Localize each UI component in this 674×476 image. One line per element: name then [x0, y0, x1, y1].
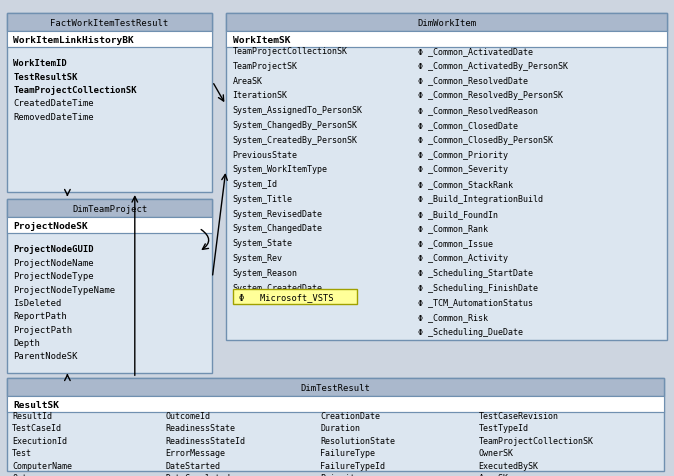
Text: System_Title: System_Title	[233, 195, 293, 203]
Text: Φ _Scheduling_FinishDate: Φ _Scheduling_FinishDate	[418, 283, 538, 292]
Text: ReadinessStateId: ReadinessStateId	[165, 436, 245, 445]
Text: Duration: Duration	[320, 424, 360, 432]
Text: ResultId: ResultId	[12, 411, 52, 420]
Text: Φ _Scheduling_DueDate: Φ _Scheduling_DueDate	[418, 327, 523, 336]
Text: TestCaseRevision: TestCaseRevision	[479, 411, 559, 420]
Bar	[7, 218, 212, 234]
Text: CreatedDateTime: CreatedDateTime	[13, 99, 94, 108]
Text: Test: Test	[12, 448, 32, 457]
Text: TestTypeId: TestTypeId	[479, 424, 528, 432]
Text: ProjectNodeName: ProjectNodeName	[13, 258, 94, 267]
Text: Φ   Microsoft_VSTS: Φ Microsoft_VSTS	[239, 292, 334, 301]
Text: WorkItemSK: WorkItemSK	[233, 36, 290, 45]
Text: OutcomeId: OutcomeId	[165, 411, 210, 420]
Text: AreaSK: AreaSK	[233, 77, 263, 85]
Bar	[7, 32, 212, 48]
Bar	[7, 14, 212, 193]
Text: Φ _Common_ClosedDate: Φ _Common_ClosedDate	[418, 121, 518, 129]
Text: System_Id: System_Id	[233, 180, 278, 188]
Text: System_CreatedDate: System_CreatedDate	[233, 283, 323, 292]
Text: ProjectNodeTypeName: ProjectNodeTypeName	[13, 285, 116, 294]
Text: DateCompleted: DateCompleted	[165, 473, 230, 476]
Text: IsDeleted: IsDeleted	[13, 298, 62, 307]
Text: IterationSK: IterationSK	[233, 91, 288, 100]
Text: ProjectNodeType: ProjectNodeType	[13, 272, 94, 280]
Text: System_Rev: System_Rev	[233, 254, 282, 262]
Text: System_AssignedTo_PersonSK: System_AssignedTo_PersonSK	[233, 106, 363, 115]
Text: ComputerName: ComputerName	[12, 461, 72, 469]
Text: System_WorkItemType: System_WorkItemType	[233, 165, 328, 174]
Text: DateStarted: DateStarted	[165, 461, 220, 469]
Bar	[226, 14, 667, 340]
Text: FailureType: FailureType	[320, 448, 375, 457]
Text: DimTeamProject: DimTeamProject	[72, 205, 147, 213]
Text: AreaSK: AreaSK	[479, 473, 509, 476]
Text: ParentNodeSK: ParentNodeSK	[13, 352, 78, 360]
Text: System_Reason: System_Reason	[233, 268, 297, 277]
Text: ReadinessState: ReadinessState	[165, 424, 235, 432]
Text: Φ _Common_ActivatedDate: Φ _Common_ActivatedDate	[418, 47, 533, 56]
Text: System_RevisedDate: System_RevisedDate	[233, 209, 323, 218]
Text: Φ _Common_Priority: Φ _Common_Priority	[418, 150, 508, 159]
Text: Φ _Common_ResolvedReason: Φ _Common_ResolvedReason	[418, 106, 538, 115]
Text: ProjectNodeGUID: ProjectNodeGUID	[13, 245, 94, 254]
Text: Φ _Build_IntegrationBuild: Φ _Build_IntegrationBuild	[418, 195, 543, 203]
Bar	[7, 200, 212, 374]
Text: WorkItemLinkHistoryBK: WorkItemLinkHistoryBK	[13, 36, 134, 45]
Text: ReportPath: ReportPath	[13, 312, 67, 320]
Text: WorkItemID: WorkItemID	[13, 60, 67, 68]
Text: TeamProjectCollectionSK: TeamProjectCollectionSK	[479, 436, 594, 445]
Text: DimWorkItem: DimWorkItem	[417, 19, 476, 28]
Bar	[233, 289, 357, 304]
Text: ExecutedBySK: ExecutedBySK	[479, 461, 539, 469]
Text: RemovedDateTime: RemovedDateTime	[13, 113, 94, 121]
Text: Φ _Common_ActivatedBy_PersonSK: Φ _Common_ActivatedBy_PersonSK	[418, 62, 568, 70]
Text: ProjectPath: ProjectPath	[13, 325, 73, 334]
Bar	[7, 14, 212, 32]
Bar	[7, 378, 664, 471]
Text: Φ _Scheduling_StartDate: Φ _Scheduling_StartDate	[418, 268, 533, 277]
Text: FactWorkItemTestResult: FactWorkItemTestResult	[51, 19, 168, 28]
Text: Φ _Common_Activity: Φ _Common_Activity	[418, 254, 508, 262]
Text: Φ _Common_Severity: Φ _Common_Severity	[418, 165, 508, 174]
Text: TeamProjectCollectionSK: TeamProjectCollectionSK	[13, 86, 137, 95]
Text: Outcome: Outcome	[12, 473, 47, 476]
Text: Φ _TCM_AutomationStatus: Φ _TCM_AutomationStatus	[418, 298, 533, 307]
Bar	[226, 14, 667, 32]
Text: Φ _Common_ClosedBy_PersonSK: Φ _Common_ClosedBy_PersonSK	[418, 136, 553, 144]
Text: System_State: System_State	[233, 239, 293, 248]
Text: TestResultSK: TestResultSK	[13, 73, 78, 81]
Text: System_CreatedBy_PersonSK: System_CreatedBy_PersonSK	[233, 136, 357, 144]
Text: TestCaseId: TestCaseId	[12, 424, 62, 432]
Text: FailureTypeId: FailureTypeId	[320, 461, 385, 469]
Text: Priority: Priority	[320, 473, 360, 476]
Text: Φ _Common_Risk: Φ _Common_Risk	[418, 313, 488, 321]
Text: TeamProjectCollectionSK: TeamProjectCollectionSK	[233, 47, 348, 56]
Text: ExecutionId: ExecutionId	[12, 436, 67, 445]
Text: ErrorMessage: ErrorMessage	[165, 448, 225, 457]
Text: System_ChangedDate: System_ChangedDate	[233, 224, 323, 233]
Text: Φ _Common_ResolvedBy_PersonSK: Φ _Common_ResolvedBy_PersonSK	[418, 91, 563, 100]
Bar	[7, 200, 212, 218]
Text: OwnerSK: OwnerSK	[479, 448, 514, 457]
Text: Φ _Common_Issue: Φ _Common_Issue	[418, 239, 493, 248]
Text: ResolutionState: ResolutionState	[320, 436, 395, 445]
Text: PreviousState: PreviousState	[233, 150, 297, 159]
Text: Depth: Depth	[13, 338, 40, 347]
Bar	[226, 32, 667, 48]
Text: Φ _Common_ResolvedDate: Φ _Common_ResolvedDate	[418, 77, 528, 85]
Text: ProjectNodeSK: ProjectNodeSK	[13, 221, 88, 230]
Text: System_ChangedBy_PersonSK: System_ChangedBy_PersonSK	[233, 121, 357, 129]
Text: Φ _Common_StackRank: Φ _Common_StackRank	[418, 180, 513, 188]
Text: CreationDate: CreationDate	[320, 411, 380, 420]
Bar	[7, 378, 664, 397]
Text: DimTestResult: DimTestResult	[301, 383, 370, 392]
Text: ResultSK: ResultSK	[13, 400, 59, 409]
Text: Φ _Build_FoundIn: Φ _Build_FoundIn	[418, 209, 498, 218]
Text: Φ _Common_Rank: Φ _Common_Rank	[418, 224, 488, 233]
Bar	[7, 397, 664, 412]
Text: TeamProjectSK: TeamProjectSK	[233, 62, 297, 70]
